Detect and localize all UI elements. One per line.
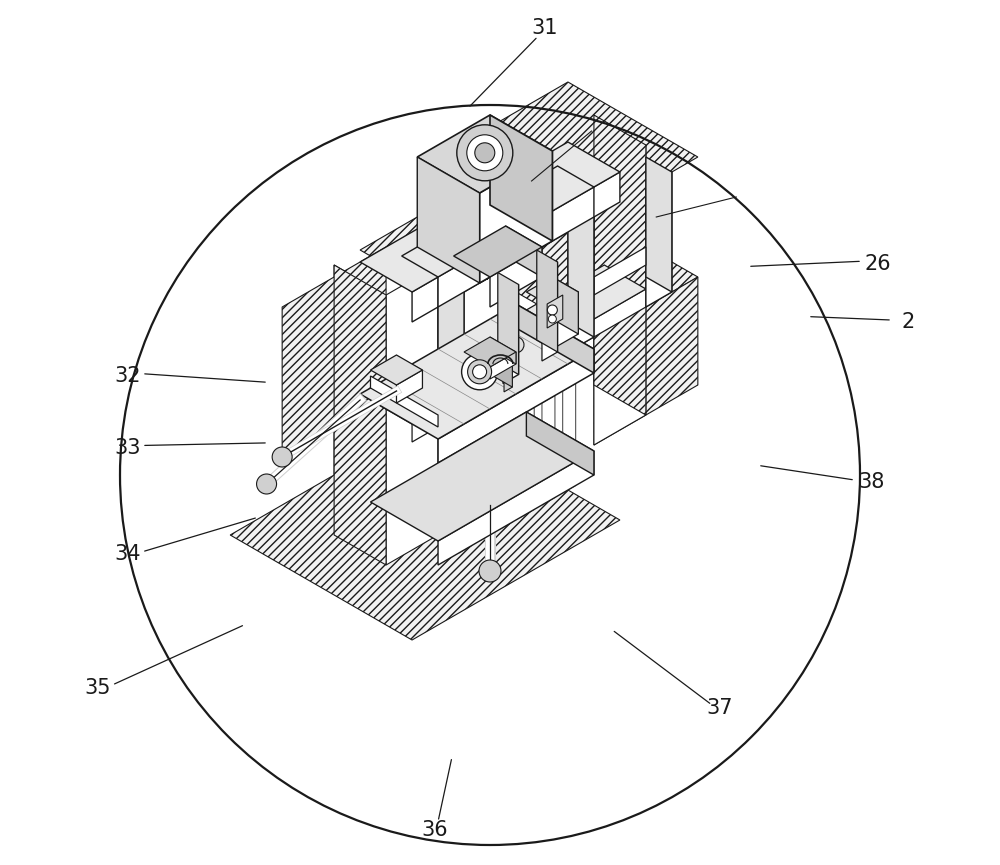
Polygon shape [568,217,594,352]
Text: 33: 33 [115,438,141,458]
Circle shape [462,354,498,390]
Polygon shape [417,115,552,193]
Polygon shape [454,226,542,277]
Text: 37: 37 [707,697,733,718]
Polygon shape [230,415,620,640]
Polygon shape [494,353,512,388]
Polygon shape [438,277,464,412]
Polygon shape [498,272,519,375]
Polygon shape [412,172,620,322]
Polygon shape [438,451,594,565]
Text: 36: 36 [422,820,448,841]
Text: 31: 31 [532,17,558,38]
Polygon shape [464,202,698,337]
Polygon shape [594,145,646,445]
Polygon shape [334,265,386,565]
Polygon shape [370,376,438,427]
Polygon shape [412,331,506,385]
Circle shape [467,135,503,170]
Polygon shape [438,388,464,427]
Polygon shape [646,157,672,292]
Text: 32: 32 [115,366,141,387]
Polygon shape [459,444,472,553]
Polygon shape [438,292,464,427]
Circle shape [548,315,556,323]
Polygon shape [506,226,542,277]
Circle shape [257,474,277,494]
Circle shape [457,125,513,181]
Polygon shape [438,187,594,307]
Text: 2: 2 [901,311,915,332]
Polygon shape [542,262,558,361]
Polygon shape [646,172,672,307]
Polygon shape [370,412,594,541]
Polygon shape [490,247,542,307]
Polygon shape [563,383,576,493]
Polygon shape [490,337,516,364]
Polygon shape [537,250,558,352]
Polygon shape [568,202,594,337]
Polygon shape [412,289,646,442]
Polygon shape [594,115,646,415]
Polygon shape [490,115,552,241]
Circle shape [473,365,487,379]
Polygon shape [503,285,519,383]
Polygon shape [480,432,493,541]
Polygon shape [552,277,578,334]
Circle shape [508,336,524,353]
Polygon shape [360,304,594,439]
Text: 34: 34 [115,543,141,564]
Polygon shape [370,355,422,385]
Text: 35: 35 [85,677,111,698]
Circle shape [547,305,557,315]
Polygon shape [547,295,563,328]
Polygon shape [438,346,506,403]
Polygon shape [521,407,534,517]
Polygon shape [282,247,386,457]
Circle shape [468,360,492,384]
Polygon shape [526,277,578,307]
Circle shape [272,447,292,467]
Polygon shape [490,352,516,379]
Polygon shape [552,292,578,349]
Polygon shape [594,247,646,295]
Circle shape [479,560,501,582]
Polygon shape [417,157,480,283]
Polygon shape [594,277,698,445]
Polygon shape [464,82,698,217]
Text: 26: 26 [865,253,891,274]
Polygon shape [504,363,512,392]
Polygon shape [402,166,594,277]
Text: 38: 38 [859,471,885,492]
Polygon shape [360,142,620,292]
Polygon shape [516,304,594,373]
Polygon shape [370,265,646,424]
Polygon shape [386,265,438,565]
Circle shape [475,143,495,163]
Polygon shape [464,337,516,367]
Polygon shape [360,130,620,280]
Polygon shape [542,395,555,505]
Polygon shape [500,420,513,529]
Polygon shape [438,349,594,463]
Polygon shape [334,265,386,565]
Polygon shape [526,412,594,475]
Polygon shape [396,370,422,403]
Polygon shape [480,151,552,283]
